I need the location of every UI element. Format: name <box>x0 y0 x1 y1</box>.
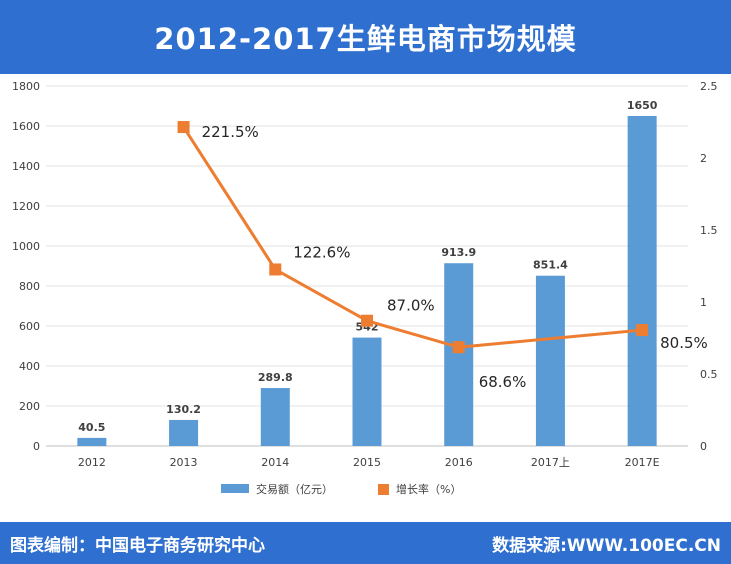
bar <box>535 275 565 446</box>
growth-rate-marker <box>361 314 373 327</box>
x-tick-label: 2013 <box>170 456 198 469</box>
bar-value-label: 1650 <box>627 99 658 112</box>
y-right-tick-label: 1.5 <box>700 224 718 237</box>
y-left-tick-label: 1200 <box>12 200 40 213</box>
y-right-tick-label: 2 <box>700 152 707 165</box>
x-tick-label: 2017上 <box>531 456 570 469</box>
bar-value-label: 851.4 <box>533 259 568 272</box>
y-right-tick-label: 1 <box>700 296 707 309</box>
legend-swatch-bar <box>221 484 249 493</box>
bar <box>352 337 382 446</box>
chart-area: 0 200 400 600 800 1000 1200 1400 1600 1800 0 0.5 1 1.… <box>0 74 731 522</box>
growth-rate-marker <box>269 263 282 276</box>
y-left-tick-label: 800 <box>19 280 40 293</box>
y-left-tick-label: 1000 <box>12 240 40 253</box>
y-left-tick-label: 0 <box>33 440 40 453</box>
footer-source-compiler: 图表编制：中国电子商务研究中心 <box>10 536 265 556</box>
growth-rate-marker <box>177 121 190 134</box>
x-tick-label: 2014 <box>261 456 289 469</box>
growth-rate-label: 87.0% <box>387 297 435 315</box>
x-tick-label: 2017E <box>625 456 660 469</box>
footer-data-source: 数据来源:WWW.100EC.CN <box>492 536 721 556</box>
legend-label-line: 增长率（%） <box>396 482 461 496</box>
growth-rate-label: 221.5% <box>202 123 259 141</box>
y-right-tick-label: 0.5 <box>700 368 718 381</box>
combo-chart: 0 200 400 600 800 1000 1200 1400 1600 1800 0 0.5 1 1.… <box>12 80 718 496</box>
chart-title: 2012-2017生鲜电商市场规模 <box>154 22 577 56</box>
y-right-tick-label: 0 <box>700 440 707 453</box>
bar-value-label: 130.2 <box>166 403 201 416</box>
y-left-tick-label: 200 <box>19 400 40 413</box>
x-tick-label: 2016 <box>445 456 473 469</box>
x-tick-label: 2012 <box>78 456 106 469</box>
y-left-tick-label: 400 <box>19 360 40 373</box>
y-left-tick-label: 1400 <box>12 160 40 173</box>
bar-value-label: 40.5 <box>78 421 105 434</box>
footer-banner: 图表编制：中国电子商务研究中心 数据来源:WWW.100EC.CN <box>0 522 731 564</box>
legend-swatch-line <box>378 484 389 495</box>
bar <box>444 263 474 446</box>
x-tick-label: 2015 <box>353 456 381 469</box>
growth-rate-label: 68.6% <box>479 373 527 391</box>
growth-rate-marker <box>452 341 465 354</box>
bar <box>169 419 199 446</box>
y-left-tick-label: 600 <box>19 320 40 333</box>
growth-rate-marker <box>636 324 649 337</box>
y-right-tick-label: 2.5 <box>700 80 718 93</box>
bar <box>77 437 107 446</box>
bar <box>260 388 290 446</box>
bar <box>627 116 657 446</box>
y-left-tick-label: 1800 <box>12 80 40 93</box>
legend-label-bar: 交易额（亿元） <box>256 482 333 496</box>
y-left-tick-label: 1600 <box>12 120 40 133</box>
header-banner: 2012-2017生鲜电商市场规模 <box>0 0 731 74</box>
growth-rate-label: 122.6% <box>293 243 350 261</box>
bar-value-label: 913.9 <box>441 246 476 259</box>
growth-rate-label: 80.5% <box>660 334 708 352</box>
bar-value-label: 289.8 <box>258 371 293 384</box>
